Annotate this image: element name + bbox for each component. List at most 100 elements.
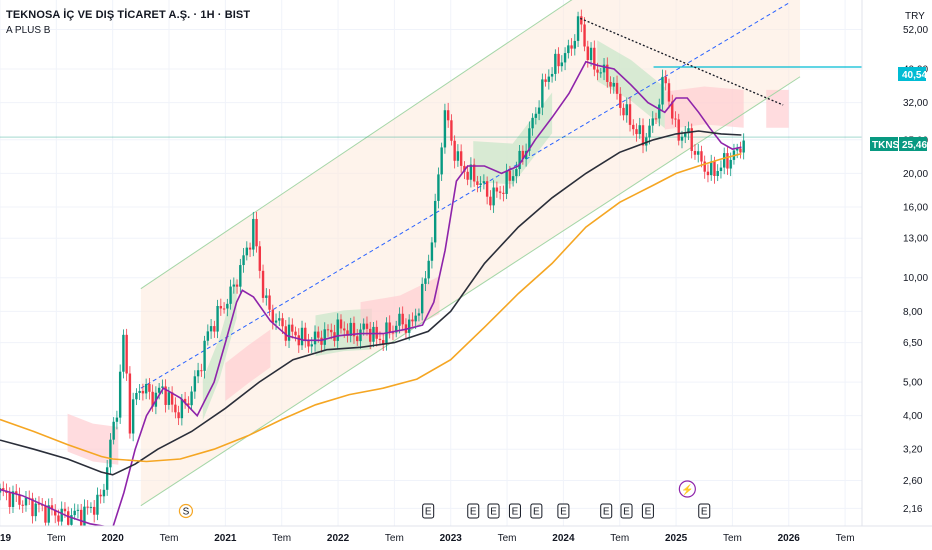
candle-body bbox=[252, 218, 255, 250]
candle-body bbox=[216, 305, 219, 332]
candle-body bbox=[625, 104, 628, 116]
candle-body bbox=[531, 117, 534, 129]
candle-body bbox=[511, 176, 515, 181]
candle-body bbox=[170, 392, 174, 405]
trend-channel-fill bbox=[140, 0, 801, 506]
candle-body bbox=[57, 515, 60, 522]
candle-body bbox=[115, 417, 119, 422]
candle-body bbox=[570, 45, 573, 49]
candle-body bbox=[222, 308, 226, 310]
candle-body bbox=[183, 398, 187, 404]
candle-body bbox=[265, 295, 268, 298]
candle-body bbox=[716, 171, 719, 176]
candle-body bbox=[242, 255, 245, 266]
candle-body bbox=[388, 322, 391, 333]
candle-body bbox=[37, 503, 41, 505]
split-marker bbox=[178, 503, 194, 519]
candle-body bbox=[560, 62, 564, 67]
candle-body bbox=[433, 200, 437, 243]
earnings-marker bbox=[557, 503, 570, 519]
candle-body bbox=[726, 153, 729, 169]
candle-body bbox=[164, 386, 167, 405]
candle-body bbox=[739, 148, 742, 153]
price-axis[interactable]: 52,0040,0032,0025,0020,0016,0013,0010,00… bbox=[903, 25, 928, 515]
time-tick-label: 2020 bbox=[102, 533, 125, 544]
candle-body bbox=[489, 196, 492, 206]
candle-body bbox=[589, 47, 593, 61]
candle-body bbox=[297, 335, 300, 346]
time-tick-label: 2021 bbox=[214, 533, 237, 544]
earnings-marker-label: E bbox=[701, 507, 708, 518]
candle-body bbox=[700, 151, 703, 162]
candle-body bbox=[248, 247, 252, 250]
price-tick-label: 52,00 bbox=[903, 25, 928, 36]
earnings-marker bbox=[641, 503, 654, 519]
candle-body bbox=[661, 76, 664, 105]
level-price-label: 40,54 bbox=[898, 67, 927, 81]
time-tick-label: 2024 bbox=[552, 533, 575, 544]
candle-body bbox=[521, 150, 525, 159]
candle-body bbox=[697, 151, 700, 155]
candle-body bbox=[518, 150, 521, 170]
candle-body bbox=[336, 319, 339, 341]
candle-body bbox=[612, 82, 615, 87]
earnings-marker bbox=[422, 503, 435, 519]
price-tick-label: 6,50 bbox=[903, 338, 923, 349]
candle-body bbox=[24, 497, 28, 506]
candle-body bbox=[287, 324, 291, 341]
candle-body bbox=[356, 336, 359, 342]
candle-body bbox=[96, 494, 99, 515]
moving-average-line bbox=[0, 152, 742, 463]
earnings-marker-label: E bbox=[623, 507, 630, 518]
candle-body bbox=[167, 392, 171, 405]
candle-body bbox=[407, 319, 411, 333]
candle-body bbox=[226, 303, 229, 309]
candle-body bbox=[102, 489, 106, 497]
candle-body bbox=[472, 164, 476, 182]
candle-body bbox=[710, 161, 713, 176]
candle-body bbox=[320, 337, 323, 345]
earnings-marker-label: E bbox=[533, 507, 540, 518]
candle-body bbox=[648, 125, 651, 138]
price-tick-label: 5,00 bbox=[903, 378, 923, 389]
earnings-marker-label: E bbox=[645, 507, 652, 518]
time-axis[interactable]: 2019 Tem 2020 Tem 2021 Tem 2022 Tem 2023 Tem 2024 T… bbox=[0, 533, 855, 544]
candle-body bbox=[391, 332, 395, 334]
candle-body bbox=[271, 309, 274, 323]
earnings-marker bbox=[467, 503, 480, 519]
time-tick-label: 2026 bbox=[778, 533, 801, 544]
candle-body bbox=[180, 398, 184, 419]
candle-body bbox=[125, 334, 128, 374]
cloud-green bbox=[202, 277, 237, 421]
candle-body bbox=[417, 313, 421, 316]
plot-area[interactable] bbox=[0, 0, 862, 533]
cloud-red bbox=[664, 86, 744, 130]
cloud-green bbox=[473, 92, 553, 185]
candle-body bbox=[596, 69, 599, 73]
candle-body bbox=[258, 246, 262, 271]
candle-body bbox=[622, 107, 625, 116]
candle-body bbox=[339, 319, 343, 329]
earnings-marker-label: E bbox=[603, 507, 610, 518]
svg-text:40,54: 40,54 bbox=[902, 70, 927, 81]
candle-body bbox=[573, 40, 577, 49]
candle-body bbox=[229, 286, 232, 304]
candle-body bbox=[118, 371, 122, 418]
candle-body bbox=[2, 488, 5, 491]
candle-body bbox=[723, 153, 726, 168]
candle-body bbox=[300, 327, 304, 346]
cloud-red bbox=[225, 329, 271, 401]
earnings-marker-label: E bbox=[560, 507, 567, 518]
candle-body bbox=[729, 159, 732, 169]
candle-body bbox=[128, 373, 132, 434]
candle-body bbox=[8, 492, 11, 507]
candle-body bbox=[599, 72, 602, 74]
currency-label: TRY bbox=[905, 11, 925, 22]
candle-body bbox=[495, 187, 499, 192]
candle-body bbox=[735, 148, 739, 151]
candle-body bbox=[44, 505, 47, 523]
candle-body bbox=[411, 319, 414, 322]
candle-body bbox=[193, 376, 197, 392]
candle-body bbox=[352, 322, 356, 337]
